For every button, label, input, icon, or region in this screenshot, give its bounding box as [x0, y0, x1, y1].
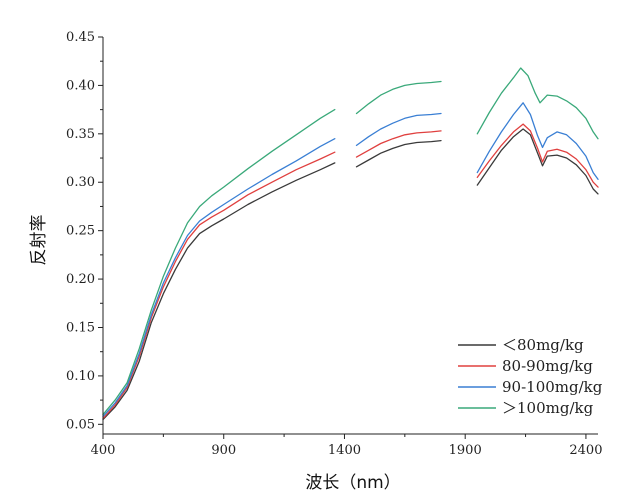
y-tick-label: 0.05	[66, 417, 95, 432]
series-line-2	[355, 112, 442, 147]
legend: ＜80mg/kg 80-90mg/kg 90-100mg/kg ＞100mg/kg	[458, 336, 603, 417]
y-axis-title: 反射率	[29, 215, 49, 266]
y-ticks: 0.05 0.10 0.15 0.20 0.25 0.30 0.35 0.40 0.45	[66, 30, 103, 432]
legend-label: ＞100mg/kg	[502, 399, 594, 417]
plot-lines	[102, 67, 599, 421]
y-tick-label: 0.15	[66, 320, 95, 335]
y-tick-label: 0.25	[66, 224, 95, 239]
series-line-2	[102, 138, 336, 418]
legend-label: ＜80mg/kg	[502, 336, 584, 354]
x-tick-label: 1400	[328, 443, 361, 458]
series-line-0	[355, 139, 442, 168]
series-line-1	[355, 130, 442, 158]
y-tick-label: 0.10	[66, 369, 95, 384]
x-tick-label: 400	[91, 443, 116, 458]
series-line-0	[102, 162, 336, 421]
y-tick-label: 0.20	[66, 272, 95, 287]
axes	[102, 37, 598, 435]
x-ticks: 400 900 1400 1900 2400	[91, 434, 602, 458]
legend-label: 90-100mg/kg	[502, 378, 603, 396]
series-line-3	[476, 67, 599, 140]
y-tick-label: 0.40	[66, 78, 95, 93]
series-line-3	[102, 108, 336, 416]
y-tick-label: 0.45	[66, 30, 95, 45]
series-line-3	[355, 80, 442, 115]
x-axis-title: 波长（nm）	[305, 473, 400, 493]
x-tick-label: 2400	[569, 443, 602, 458]
x-tick-label: 900	[211, 443, 236, 458]
x-tick-label: 1900	[449, 443, 482, 458]
series-line-2	[476, 102, 599, 180]
series-line-0	[476, 128, 599, 195]
series-line-1	[102, 151, 336, 420]
series-line-1	[476, 123, 599, 188]
y-tick-label: 0.30	[66, 175, 95, 190]
y-tick-label: 0.35	[66, 127, 95, 142]
legend-label: 80-90mg/kg	[502, 357, 593, 375]
